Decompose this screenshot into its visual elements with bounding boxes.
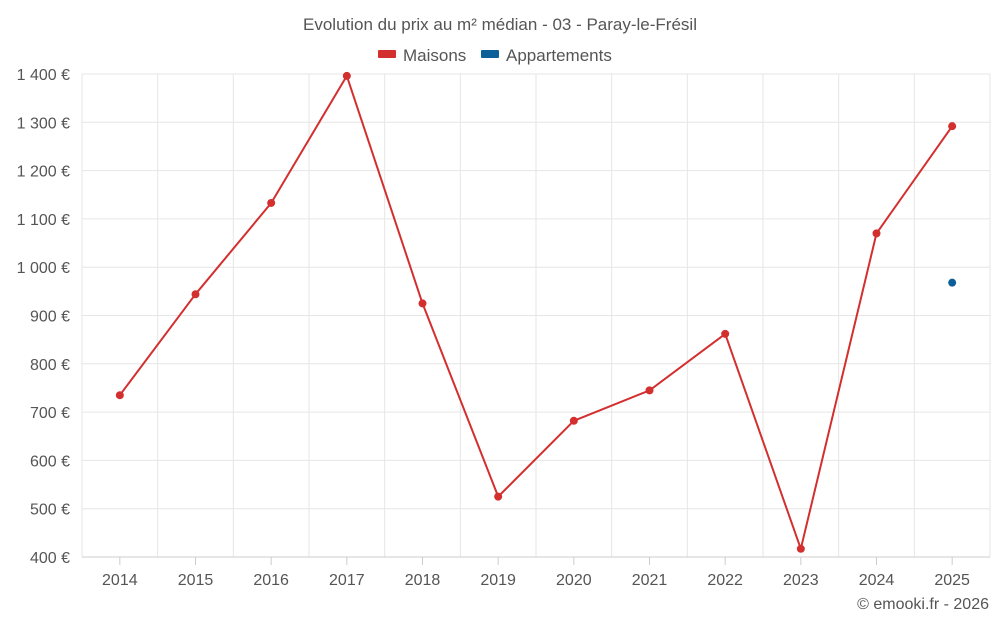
x-tick-label: 2023	[783, 572, 819, 589]
x-axis-ticks: 2014 2015 2016 2017 2018 2019 2020 2021 2022 2023…	[102, 557, 970, 589]
legend-swatch-maisons	[378, 50, 396, 58]
y-tick-label: 1 100 €	[17, 212, 70, 229]
series-line-maisons	[118, 74, 954, 550]
data-point-maisons[interactable]	[418, 299, 427, 308]
data-point-maisons[interactable]	[645, 386, 654, 395]
legend-label-maisons: Maisons	[403, 46, 466, 65]
data-point-appartements[interactable]	[948, 278, 957, 287]
x-tick-label: 2014	[102, 572, 138, 589]
legend: Maisons Appartements	[378, 46, 612, 65]
data-point-maisons[interactable]	[267, 198, 276, 207]
chart-title: Evolution du prix au m² médian - 03 - Pa…	[303, 15, 697, 34]
y-tick-label: 700 €	[30, 405, 70, 422]
y-axis-ticks: 400 € 500 € 600 € 700 € 800 € 900 € 1 000 € 1 1…	[17, 67, 70, 567]
x-tick-label: 2025	[934, 572, 970, 589]
x-tick-label: 2021	[632, 572, 668, 589]
x-tick-label: 2018	[405, 572, 441, 589]
grid	[81, 73, 991, 558]
x-tick-label: 2024	[859, 572, 895, 589]
x-tick-label: 2019	[480, 572, 516, 589]
y-tick-label: 400 €	[30, 550, 70, 567]
data-point-maisons[interactable]	[948, 122, 957, 131]
data-point-maisons[interactable]	[872, 229, 881, 238]
data-point-maisons[interactable]	[191, 290, 200, 299]
x-tick-label: 2022	[707, 572, 743, 589]
x-tick-label: 2016	[253, 572, 289, 589]
data-point-maisons[interactable]	[569, 416, 578, 425]
y-tick-label: 1 300 €	[17, 115, 70, 132]
x-tick-label: 2020	[556, 572, 592, 589]
y-tick-label: 600 €	[30, 453, 70, 470]
y-tick-label: 800 €	[30, 357, 70, 374]
y-tick-label: 1 000 €	[17, 260, 70, 277]
data-point-maisons[interactable]	[796, 544, 805, 553]
data-point-maisons[interactable]	[494, 492, 503, 501]
legend-label-appartements: Appartements	[506, 46, 612, 65]
y-tick-label: 500 €	[30, 502, 70, 519]
data-point-maisons[interactable]	[721, 329, 730, 338]
legend-item-maisons[interactable]: Maisons	[378, 46, 466, 65]
data-point-maisons[interactable]	[342, 71, 351, 80]
y-tick-label: 1 400 €	[17, 67, 70, 84]
x-tick-label: 2017	[329, 572, 365, 589]
legend-item-appartements[interactable]: Appartements	[481, 46, 612, 65]
x-tick-label: 2015	[178, 572, 214, 589]
credit-text: © emooki.fr - 2026	[857, 596, 989, 613]
y-tick-label: 900 €	[30, 309, 70, 326]
legend-swatch-appartements	[481, 50, 499, 58]
series	[115, 71, 957, 553]
data-point-maisons[interactable]	[115, 391, 124, 400]
y-tick-label: 1 200 €	[17, 164, 70, 181]
